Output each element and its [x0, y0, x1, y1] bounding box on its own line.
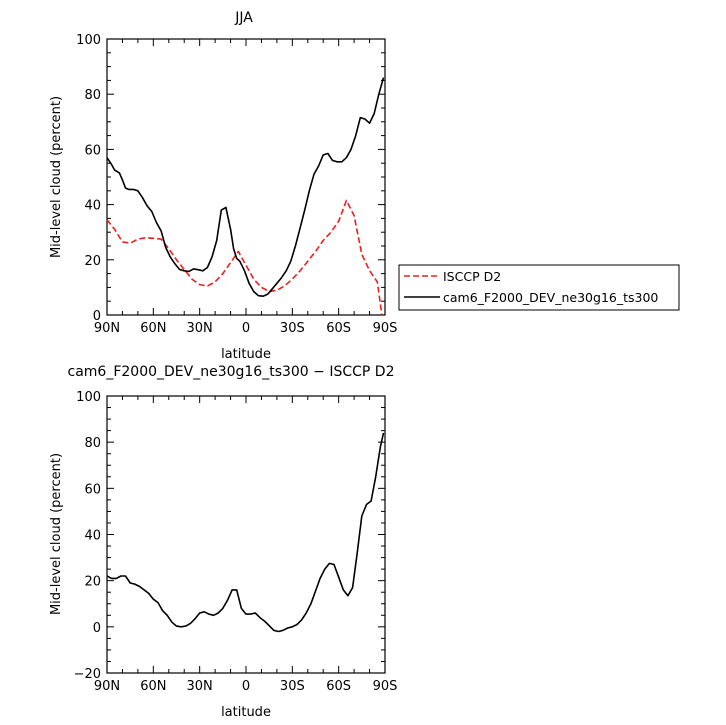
y-tick-label: 80 — [84, 436, 101, 451]
y-tick-label: 100 — [76, 390, 101, 405]
y-tick-label: 80 — [84, 88, 101, 103]
y-tick-label: 40 — [84, 199, 101, 214]
top-axis-ticks — [106, 38, 386, 316]
x-tick-label: 60N — [140, 679, 166, 694]
bottom-y-tick-labels: −20 0 20 40 60 80 100 — [74, 390, 101, 682]
top-y-tick-labels: 0 20 40 60 80 100 — [76, 33, 101, 324]
x-tick-label: 30N — [187, 679, 213, 694]
x-tick-label: 0 — [242, 679, 250, 694]
y-tick-label: 0 — [93, 309, 101, 324]
bottom-series-lines — [106, 432, 385, 633]
bottom-axis-ticks — [106, 395, 386, 674]
x-tick-label: 60S — [326, 679, 351, 694]
x-tick-label: 60S — [326, 321, 351, 336]
legend-box — [398, 264, 680, 311]
bottom-y-axis-label: Mid-level cloud (percent) — [49, 453, 64, 615]
y-tick-label: 60 — [84, 482, 101, 497]
top-y-axis-label: Mid-level cloud (percent) — [49, 96, 64, 258]
top-panel: JJA 90N 60N 30N 0 30S 60S 90S 0 20 40 60 80 100 lat… — [49, 10, 680, 362]
y-tick-label: 20 — [84, 254, 101, 269]
y-tick-label: 40 — [84, 529, 101, 544]
y-tick-label: 20 — [84, 575, 101, 590]
x-tick-label: 30S — [280, 679, 305, 694]
series-line-isccp-d2 — [106, 199, 383, 316]
x-tick-label: 0 — [242, 321, 250, 336]
top-x-axis-label: latitude — [221, 347, 271, 362]
y-tick-label: −20 — [74, 667, 101, 682]
y-tick-label: 0 — [93, 621, 101, 636]
x-tick-label: 90N — [94, 321, 120, 336]
x-tick-label: 90S — [373, 321, 398, 336]
series-line-difference — [106, 432, 385, 633]
y-tick-label: 100 — [76, 33, 101, 48]
x-tick-label: 90N — [94, 679, 120, 694]
bottom-plot-frame — [106, 395, 386, 674]
bottom-panel: cam6_F2000_DEV_ne30g16_ts300 − ISCCP D2 … — [49, 364, 397, 720]
legend: ISCCP D2 cam6_F2000_DEV_ne30g16_ts300 — [398, 264, 680, 311]
x-tick-label: 30S — [280, 321, 305, 336]
x-tick-label: 90S — [373, 679, 398, 694]
top-series-lines — [106, 77, 385, 316]
series-line-cam6-f2000-dev-ne30g16-ts300 — [106, 77, 385, 298]
legend-label-cam6: cam6_F2000_DEV_ne30g16_ts300 — [443, 290, 658, 305]
bottom-chart-title: cam6_F2000_DEV_ne30g16_ts300 − ISCCP D2 — [68, 364, 395, 380]
x-tick-label: 60N — [140, 321, 166, 336]
top-x-tick-labels: 90N 60N 30N 0 30S 60S 90S — [94, 321, 398, 336]
x-tick-label: 30N — [187, 321, 213, 336]
legend-label-isccp: ISCCP D2 — [443, 269, 501, 284]
y-tick-label: 60 — [84, 143, 101, 158]
bottom-x-tick-labels: 90N 60N 30N 0 30S 60S 90S — [94, 679, 398, 694]
bottom-x-axis-label: latitude — [221, 705, 271, 720]
top-chart-title: JJA — [234, 10, 253, 26]
